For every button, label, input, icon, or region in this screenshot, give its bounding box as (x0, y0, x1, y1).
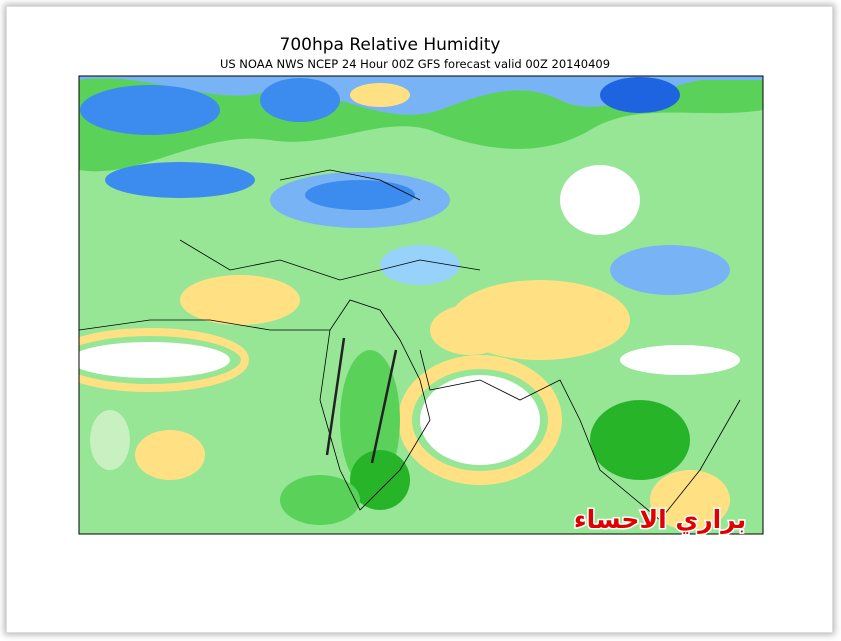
watermark: براري الاحساء (574, 505, 746, 535)
map-border (78, 75, 764, 535)
title: 700hpa Relative Humidity (280, 35, 501, 55)
subtitle: US NOAA NWS NCEP 24 Hour 00Z GFS forecas… (220, 57, 610, 71)
annotation-line (325, 337, 346, 456)
humidity-field (79, 76, 763, 534)
annotation-line (370, 349, 398, 464)
